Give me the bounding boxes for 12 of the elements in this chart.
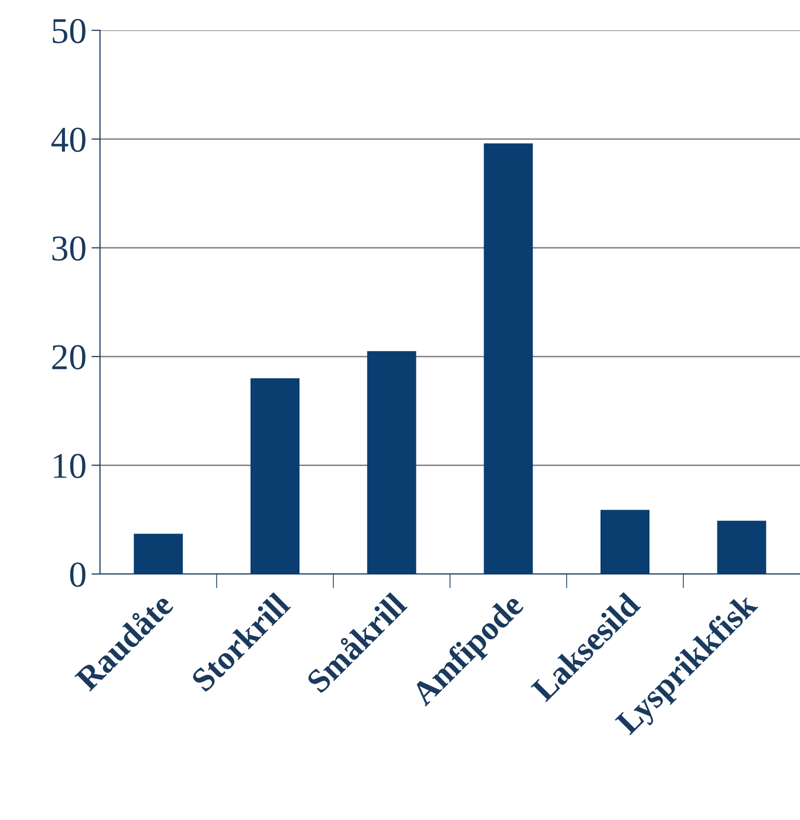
y-tick-label: 10 xyxy=(54,454,86,478)
bar xyxy=(250,378,300,574)
bar xyxy=(600,510,650,574)
bar xyxy=(367,351,416,574)
bar xyxy=(134,534,183,574)
y-tick-label: 30 xyxy=(52,236,86,261)
y-tick-label: 40 xyxy=(51,128,86,152)
y-tick-label: 50 xyxy=(52,18,86,44)
bar xyxy=(717,520,766,574)
y-tick-label: 20 xyxy=(52,345,86,370)
bar xyxy=(484,143,533,574)
y-tick-label: 0 xyxy=(70,562,86,587)
